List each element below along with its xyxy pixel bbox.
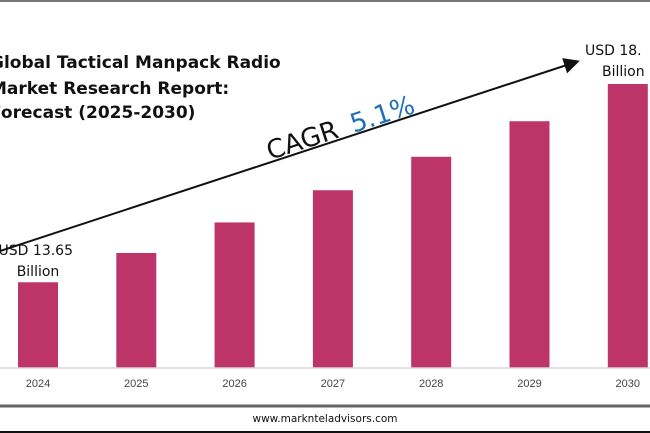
end-value-label: USD 18. Billion	[585, 43, 646, 80]
title-line-2: Market Research Report:	[0, 79, 229, 99]
bar-2025	[116, 252, 157, 368]
bar-2029	[509, 121, 550, 368]
x-tick-2030: 2030	[616, 378, 640, 390]
bar-2024	[18, 282, 58, 368]
x-tick-2026: 2026	[222, 378, 246, 390]
bar-2030	[607, 84, 648, 368]
start-value-line-1: USD 13.65	[0, 243, 73, 259]
bars	[18, 84, 648, 368]
svg-text:CAGR 5.1%: CAGR 5.1%	[263, 91, 419, 167]
x-tick-2027: 2027	[321, 378, 345, 390]
title-line-3: Forecast (2025-2030)	[0, 103, 195, 123]
cagr-prefix: CAGR	[263, 115, 342, 166]
end-value-line-1: USD 18.	[585, 43, 642, 59]
end-value-line-2: Billion	[602, 64, 645, 80]
bar-2028	[411, 156, 452, 368]
title-line-1: Global Tactical Manpack Radio	[0, 53, 281, 73]
x-tick-2024: 2024	[26, 378, 50, 390]
footer-website[interactable]: www.marknteladvisors.com	[252, 413, 397, 425]
bar-2026	[214, 222, 255, 368]
cagr-value: 5.1%	[347, 91, 419, 140]
start-value-line-2: Billion	[17, 264, 60, 280]
chart-title: Global Tactical Manpack Radio Market Res…	[0, 53, 287, 123]
x-tick-2029: 2029	[517, 378, 541, 390]
bar-2027	[312, 190, 353, 368]
x-tick-2025: 2025	[124, 378, 148, 390]
growth-arrow	[0, 58, 580, 252]
x-tick-2028: 2028	[419, 378, 443, 390]
cagr-label: CAGR 5.1%	[263, 91, 419, 167]
start-value-label: USD 13.65 Billion	[0, 243, 77, 280]
x-ticks: 2024 2025 2026 2027 2028 2029 2030	[26, 378, 640, 390]
